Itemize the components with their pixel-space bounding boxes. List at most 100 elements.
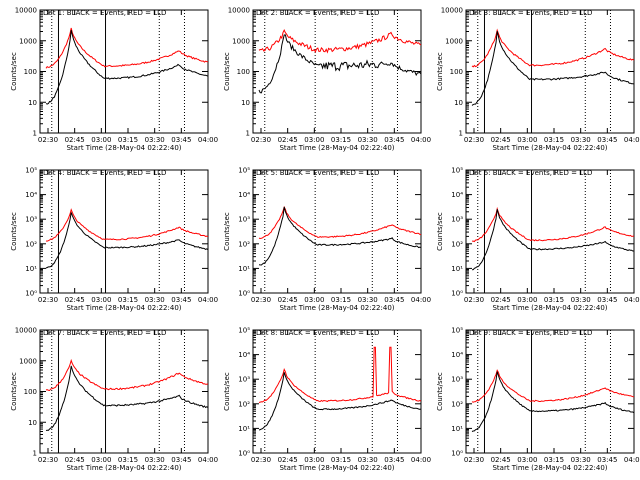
y-tick-label: 1000 [232,37,250,45]
y-tick-label: 10⁵ [451,327,463,335]
x-tick-label: 03:15 [544,136,564,144]
x-tick-label: 03:15 [118,296,138,304]
x-tick-label: 02:45 [65,296,85,304]
series-lld-line [45,27,208,69]
series-lld-line [472,206,634,243]
x-tick-label: 03:15 [331,456,351,464]
panel-title: Det 2: BLACK = Events, RED = LLD [256,9,379,17]
y-tick-label: 100 [24,68,37,76]
x-tick-label: 03:00 [304,456,324,464]
x-tick-label: 03:00 [91,296,111,304]
series-lld-line [471,28,634,68]
x-tick-label: 03:15 [331,136,351,144]
x-tick-label: 02:30 [251,136,271,144]
plot-frame [39,169,209,294]
chart-panel-det-8: Det 8: BLACK = Events, RED = LLD 10⁰ 10¹ 10… [223,327,431,473]
plot-frame [39,9,209,134]
x-tick-label: 02:45 [278,456,298,464]
y-tick-label: 100 [450,68,463,76]
chart-panel-det-6: Det 6: BLACK = Events, RED = LLD 10⁰ 10¹ 10… [436,167,640,313]
y-tick-label: 10³ [451,376,463,384]
series-events-line [258,34,421,94]
x-axis-title: Start Time (28-May-04 02:22:40) [66,464,181,472]
plot-frame [252,169,422,294]
series-lld-line [258,28,421,54]
x-tick-label: 03:30 [571,296,591,304]
y-tick-label: 10² [238,240,250,248]
x-tick-label: 02:30 [464,456,484,464]
y-axis-title: Counts/sec [223,372,231,411]
x-tick-label: 02:45 [65,456,85,464]
plot-frame [252,329,422,454]
series-lld-line [45,208,208,242]
x-axis-title: Start Time (28-May-04 02:22:40) [66,304,181,312]
chart-panel-det-7: Det 7: BLACK = Events, RED = LLD 1 10 100 10… [10,327,218,473]
y-tick-label: 10⁴ [25,191,37,199]
y-axis-title: Counts/sec [10,372,18,411]
series-events-line [471,31,634,106]
series-events-line [258,206,421,266]
x-tick-label: 03:45 [384,136,404,144]
y-tick-label: 1000 [19,37,37,45]
series-events-line [45,365,208,431]
series-lld-line [258,205,421,240]
x-tick-label: 04:00 [624,136,640,144]
x-tick-label: 04:00 [624,456,640,464]
y-tick-label: 10³ [238,216,250,224]
y-axis-title: Counts/sec [436,372,444,411]
panel-title: Det 6: BLACK = Events, RED = LLD [469,169,592,177]
y-tick-label: 10⁵ [238,167,250,175]
y-tick-label: 10¹ [451,265,463,273]
x-tick-label: 03:30 [571,456,591,464]
x-tick-label: 02:45 [278,136,298,144]
x-axis-title: Start Time (28-May-04 02:22:40) [492,304,607,312]
y-tick-label: 10¹ [451,425,463,433]
y-tick-label: 10⁴ [451,351,463,359]
x-tick-label: 03:00 [517,296,537,304]
y-tick-label: 10¹ [238,265,250,273]
y-tick-label: 100 [237,68,250,76]
y-tick-label: 10⁵ [25,167,37,175]
x-axis-title: Start Time (28-May-04 02:22:40) [492,144,607,152]
series-lld-line [258,346,421,403]
y-tick-label: 10² [25,240,37,248]
x-axis-title: Start Time (28-May-04 02:22:40) [279,304,394,312]
x-tick-label: 03:30 [358,296,378,304]
y-tick-label: 10000 [15,7,37,15]
y-tick-label: 10² [451,400,463,408]
x-tick-label: 04:00 [411,296,431,304]
panel-title: Det 9: BLACK = Events, RED = LLD [469,329,592,337]
plot-frame [465,169,635,294]
x-tick-label: 02:30 [38,456,58,464]
plot-frame [465,329,635,454]
plot-frame [465,9,635,134]
x-axis-title: Start Time (28-May-04 02:22:40) [279,464,394,472]
panel-title: Det 5: BLACK = Events, RED = LLD [256,169,379,177]
x-tick-label: 03:00 [304,136,324,144]
x-axis-title: Start Time (28-May-04 02:22:40) [66,144,181,152]
y-tick-label: 100 [24,388,37,396]
x-tick-label: 03:30 [358,136,378,144]
x-tick-label: 03:00 [517,456,537,464]
x-tick-label: 03:30 [145,296,165,304]
y-tick-label: 10000 [15,327,37,335]
series-events-line [471,371,634,432]
chart-panel-det-5: Det 5: BLACK = Events, RED = LLD 10⁰ 10¹ 10… [223,167,431,313]
x-tick-label: 02:45 [491,296,511,304]
x-tick-label: 02:45 [491,456,511,464]
x-tick-label: 04:00 [198,456,218,464]
x-tick-label: 03:30 [358,456,378,464]
y-axis-title: Counts/sec [10,212,18,251]
x-tick-label: 02:30 [251,456,271,464]
x-tick-label: 04:00 [198,136,218,144]
y-tick-label: 10 [241,99,250,107]
y-tick-label: 10³ [451,216,463,224]
y-axis-title: Counts/sec [223,52,231,91]
plot-frame [252,9,422,134]
y-tick-label: 10² [451,240,463,248]
x-tick-label: 03:45 [171,456,191,464]
y-axis-title: Counts/sec [436,212,444,251]
x-tick-label: 03:00 [517,136,537,144]
x-tick-label: 03:15 [118,456,138,464]
